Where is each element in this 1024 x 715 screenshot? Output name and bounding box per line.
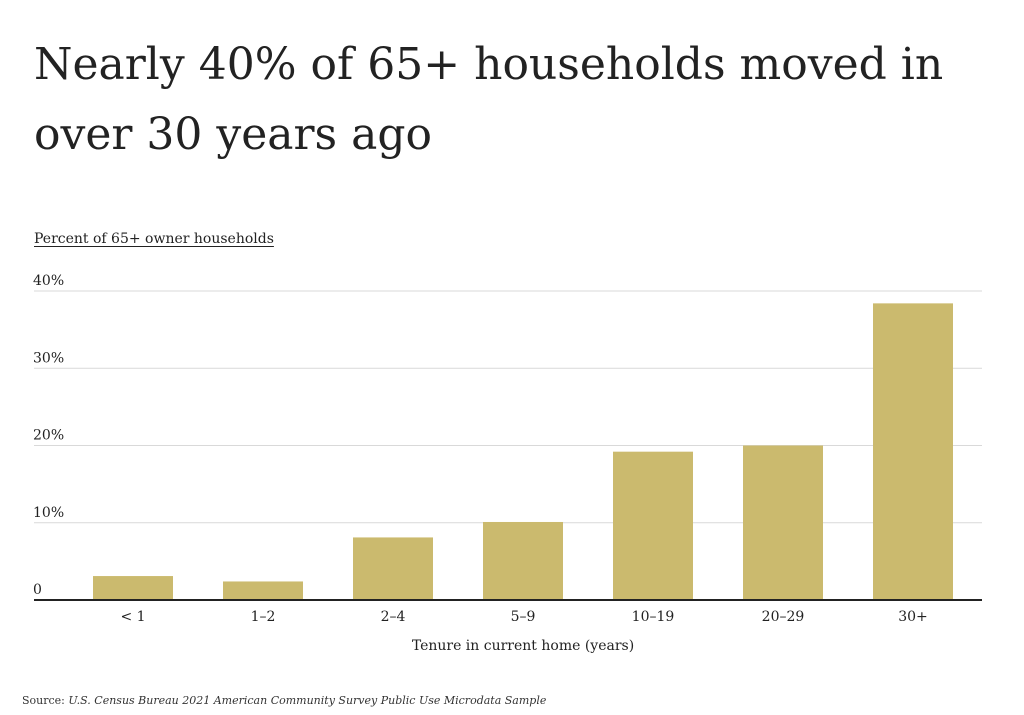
y-tick-label: 30%: [33, 350, 64, 366]
x-tick-label: < 1: [120, 609, 145, 625]
bar-4: [483, 521, 563, 600]
bar-7: [873, 303, 953, 600]
x-tick-label: 1–2: [251, 609, 276, 625]
source-note: Source: U.S. Census Bureau 2021 American…: [22, 694, 546, 707]
y-tick-label: 0: [33, 582, 42, 598]
source-text: U.S. Census Bureau 2021 American Communi…: [68, 694, 547, 707]
bar-1: [93, 576, 173, 600]
y-axis-label: Percent of 65+ owner households: [34, 231, 274, 247]
y-tick-label: 40%: [33, 273, 64, 289]
chart-title: Nearly 40% of 65+ households moved in ov…: [34, 39, 944, 160]
y-tick-label: 10%: [33, 505, 64, 521]
x-tick-label: 2–4: [381, 609, 406, 625]
x-tick-label: 10–19: [632, 609, 675, 625]
source-label: Source:: [22, 694, 65, 707]
x-tick-label: 20–29: [762, 609, 805, 625]
bar-2: [223, 581, 303, 600]
bar-3: [353, 537, 433, 600]
x-tick-label: 30+: [898, 609, 928, 625]
x-axis-title: Tenure in current home (years): [412, 638, 634, 654]
bar-chart: 0 10% 20% 30% 40% < 1 1–2 2–4 5–9 10–19 20–29 30+ Te…: [33, 273, 982, 654]
bar-6: [743, 445, 823, 600]
bar-5: [613, 451, 693, 600]
y-tick-label: 20%: [33, 428, 64, 444]
x-tick-label: 5–9: [511, 609, 536, 625]
